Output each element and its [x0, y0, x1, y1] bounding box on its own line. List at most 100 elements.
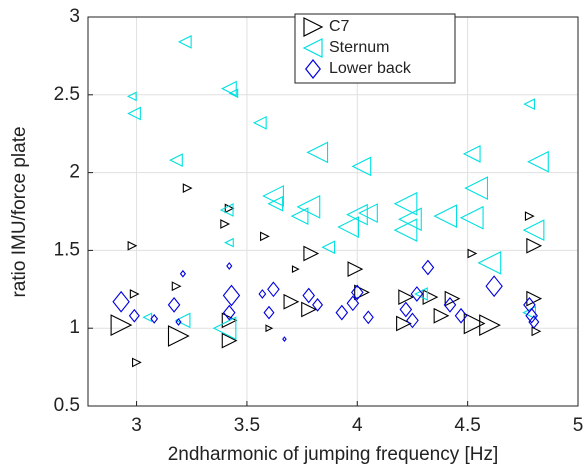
- marker: [174, 312, 191, 329]
- marker: [477, 250, 502, 275]
- marker: [262, 185, 284, 207]
- marker: [523, 296, 536, 313]
- marker: [220, 219, 231, 229]
- marker: [459, 205, 484, 230]
- marker: [290, 207, 309, 226]
- x-tick-label: 5: [573, 415, 584, 436]
- marker: [150, 313, 159, 324]
- y-axis-label: ratio IMU/force plate: [9, 126, 30, 297]
- marker: [523, 98, 535, 111]
- marker: [265, 324, 274, 333]
- x-tick-label: 3.5: [234, 415, 260, 436]
- y-tick-label: 3: [69, 6, 80, 27]
- marker: [526, 290, 543, 307]
- legend-marker: [302, 38, 323, 58]
- marker: [462, 145, 481, 163]
- marker: [267, 281, 280, 298]
- legend-label: C7: [329, 18, 350, 35]
- marker: [422, 289, 439, 305]
- marker: [260, 231, 270, 242]
- marker: [132, 357, 142, 368]
- marker: [421, 259, 435, 276]
- x-tick-label: 4: [352, 415, 363, 436]
- marker: [526, 237, 543, 254]
- marker: [127, 106, 141, 121]
- marker: [226, 262, 233, 270]
- marker: [175, 318, 182, 326]
- marker: [393, 218, 418, 243]
- marker: [337, 216, 360, 238]
- marker: [312, 297, 324, 312]
- marker: [393, 191, 418, 216]
- marker: [485, 275, 503, 298]
- marker: [350, 284, 364, 301]
- marker: [167, 296, 181, 313]
- marker: [212, 316, 237, 341]
- marker: [126, 91, 137, 102]
- marker: [129, 289, 140, 299]
- marker: [454, 307, 468, 324]
- y-tick-label: 1: [69, 317, 80, 338]
- marker: [414, 287, 428, 301]
- y-tick-label: 1.5: [54, 239, 80, 260]
- marker: [142, 312, 153, 323]
- marker: [433, 204, 458, 229]
- marker: [399, 301, 413, 318]
- marker: [522, 219, 545, 242]
- marker: [433, 307, 450, 324]
- x-tick-label: 3: [131, 415, 142, 436]
- marker: [222, 304, 236, 321]
- marker: [321, 240, 336, 255]
- marker: [398, 289, 415, 305]
- marker: [528, 315, 540, 329]
- marker: [296, 194, 321, 219]
- marker: [410, 286, 424, 302]
- marker: [283, 293, 300, 310]
- marker: [177, 35, 192, 49]
- marker: [169, 153, 183, 168]
- y-tick-label: 0.5: [54, 395, 80, 416]
- y-tick-label: 2.5: [54, 84, 80, 105]
- legend-label: Sternum: [329, 39, 389, 56]
- marker: [406, 312, 419, 329]
- marker: [463, 312, 486, 335]
- marker: [267, 195, 284, 212]
- marker: [110, 314, 133, 336]
- marker: [396, 315, 412, 332]
- legend-marker: [303, 17, 324, 37]
- marker: [351, 156, 372, 177]
- marker: [335, 304, 349, 321]
- y-tick-label: 2: [69, 162, 80, 183]
- marker: [263, 305, 275, 320]
- marker: [228, 88, 239, 99]
- marker: [346, 295, 360, 312]
- marker: [303, 245, 320, 262]
- marker: [282, 336, 287, 342]
- marker: [443, 296, 457, 313]
- marker: [479, 314, 501, 336]
- marker: [467, 248, 478, 259]
- marker: [358, 203, 378, 223]
- marker: [179, 269, 187, 278]
- marker: [354, 284, 370, 301]
- marker: [171, 281, 182, 292]
- marker: [346, 203, 368, 226]
- marker: [219, 203, 234, 217]
- marker: [362, 310, 374, 325]
- marker: [258, 289, 267, 299]
- marker: [291, 265, 300, 273]
- marker: [224, 237, 234, 248]
- marker: [398, 207, 422, 232]
- marker: [527, 150, 549, 173]
- x-tick-label: 4.5: [454, 415, 480, 436]
- marker: [222, 284, 241, 307]
- marker: [347, 261, 364, 277]
- marker: [182, 183, 193, 194]
- marker: [252, 115, 267, 130]
- legend-marker: [305, 59, 321, 79]
- marker: [301, 301, 317, 318]
- marker: [112, 290, 130, 313]
- marker: [167, 325, 190, 347]
- marker: [221, 312, 238, 329]
